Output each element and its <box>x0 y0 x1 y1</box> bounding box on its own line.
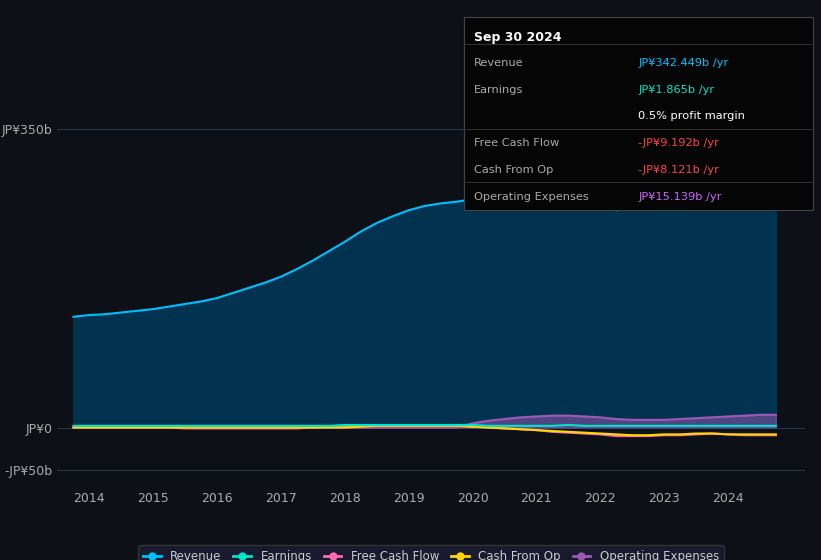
Text: JP¥15.139b /yr: JP¥15.139b /yr <box>639 192 722 202</box>
Text: Free Cash Flow: Free Cash Flow <box>474 138 559 148</box>
Text: 0.5% profit margin: 0.5% profit margin <box>639 111 745 122</box>
Text: -JP¥9.192b /yr: -JP¥9.192b /yr <box>639 138 719 148</box>
Text: -JP¥8.121b /yr: -JP¥8.121b /yr <box>639 165 719 175</box>
Text: JP¥342.449b /yr: JP¥342.449b /yr <box>639 58 728 68</box>
Text: Earnings: Earnings <box>474 85 523 95</box>
Text: Operating Expenses: Operating Expenses <box>474 192 589 202</box>
Text: JP¥1.865b /yr: JP¥1.865b /yr <box>639 85 714 95</box>
Legend: Revenue, Earnings, Free Cash Flow, Cash From Op, Operating Expenses: Revenue, Earnings, Free Cash Flow, Cash … <box>139 545 723 560</box>
Text: Revenue: Revenue <box>474 58 523 68</box>
Text: Sep 30 2024: Sep 30 2024 <box>474 31 562 44</box>
Text: Cash From Op: Cash From Op <box>474 165 553 175</box>
